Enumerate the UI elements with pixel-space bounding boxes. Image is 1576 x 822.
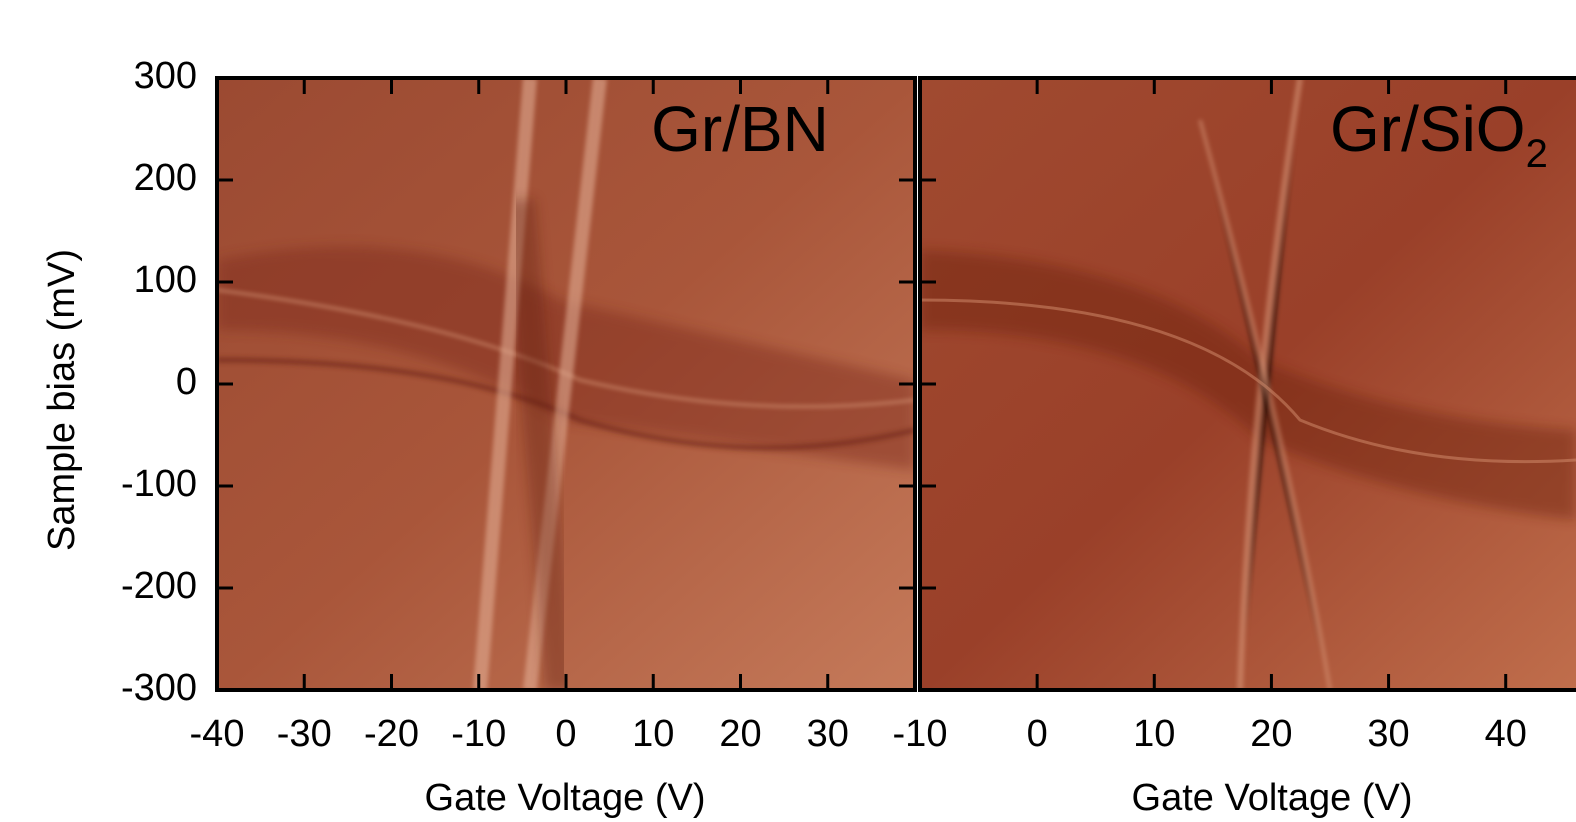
x-tick-label: 0 — [1027, 713, 1048, 755]
y-tick-label: 200 — [134, 157, 197, 199]
y-axis-label: Sample bias (mV) — [41, 249, 83, 551]
heatmap-image — [217, 78, 915, 690]
x-tick-label: -20 — [364, 713, 419, 755]
x-axis-label: Gate Voltage (V) — [1132, 777, 1413, 819]
y-tick-label: -100 — [121, 463, 197, 505]
x-tick-label: 40 — [1485, 713, 1527, 755]
x-tick-label: -30 — [277, 713, 332, 755]
x-tick-label: -10 — [893, 713, 948, 755]
y-tick-label: 300 — [134, 55, 197, 97]
x-tick-label: 10 — [1133, 713, 1175, 755]
x-tick-label: 30 — [807, 713, 849, 755]
x-tick-label: -40 — [190, 713, 245, 755]
x-axis-label: Gate Voltage (V) — [425, 777, 706, 819]
panel-label-sub: 2 — [1526, 132, 1548, 176]
x-tick-label: 20 — [719, 713, 761, 755]
panel-label-text: Gr/SiO — [1330, 93, 1526, 165]
y-tick-label: 0 — [176, 361, 197, 403]
x-tick-label: 10 — [632, 713, 674, 755]
y-tick-label: 100 — [134, 259, 197, 301]
x-tick-label: 30 — [1367, 713, 1409, 755]
heatmap-image — [920, 78, 1576, 690]
x-tick-label: 20 — [1250, 713, 1292, 755]
y-tick-label: -200 — [121, 565, 197, 607]
panel-label: Gr/BN — [651, 93, 829, 165]
x-tick-label: 0 — [555, 713, 576, 755]
x-tick-label: -10 — [451, 713, 506, 755]
panel-label: Gr/SiO2 — [1330, 93, 1548, 176]
y-tick-label: -300 — [121, 667, 197, 709]
